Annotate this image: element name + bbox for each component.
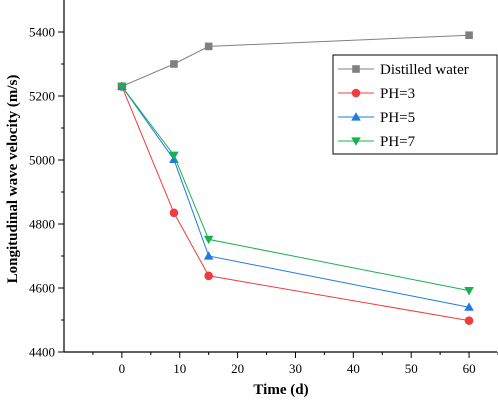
data-point <box>117 82 127 92</box>
x-tick-label: 10 <box>173 361 186 376</box>
legend-label: PH=3 <box>380 86 415 102</box>
series-layer <box>117 31 474 325</box>
data-point <box>169 151 179 160</box>
series-3 <box>117 82 474 296</box>
x-tick-label: 30 <box>289 361 302 376</box>
legend-marker <box>351 88 361 98</box>
x-tick-label: 40 <box>347 361 360 376</box>
y-tick-label: 5200 <box>29 89 55 104</box>
data-point <box>465 31 473 39</box>
data-point <box>464 302 474 311</box>
y-tick-label: 4400 <box>29 345 55 360</box>
legend-marker <box>351 137 361 146</box>
x-tick-label: 60 <box>463 361 476 376</box>
data-point <box>170 60 178 68</box>
legend-marker <box>352 65 360 73</box>
x-tick-label: 20 <box>231 361 244 376</box>
data-point <box>204 42 213 51</box>
series-line <box>121 86 470 292</box>
legend-label: PH=7 <box>380 134 416 150</box>
x-axis-title: Time (d) <box>253 382 308 398</box>
legend-label: PH=5 <box>380 110 415 126</box>
x-tick-label: 50 <box>405 361 418 376</box>
y-tick-label: 4800 <box>29 217 55 232</box>
axis-ticks: 0 10 20 30 40 50 60 4400 4600 4800 5000 5200 5400 <box>29 25 498 376</box>
data-point <box>464 286 474 296</box>
series-line <box>121 86 470 308</box>
y-tick-label: 5400 <box>29 25 55 40</box>
x-tick-label: 0 <box>119 361 126 376</box>
y-tick-label: 4600 <box>29 281 55 296</box>
y-axis-title: Longitudinal wave velocity (m/s) <box>5 75 21 284</box>
data-point <box>204 271 213 281</box>
data-point <box>203 251 214 260</box>
series-line <box>121 34 470 87</box>
y-tick-label: 5000 <box>29 153 55 168</box>
data-point <box>169 208 179 218</box>
plot-frame <box>63 0 497 353</box>
legend-marker <box>351 112 361 121</box>
data-point <box>464 316 474 325</box>
data-point <box>203 235 214 245</box>
legend-label: Distilled water <box>380 62 469 78</box>
legend: Distilled water PH=3 PH=5 PH=7 <box>332 54 498 155</box>
series-line <box>121 86 470 322</box>
